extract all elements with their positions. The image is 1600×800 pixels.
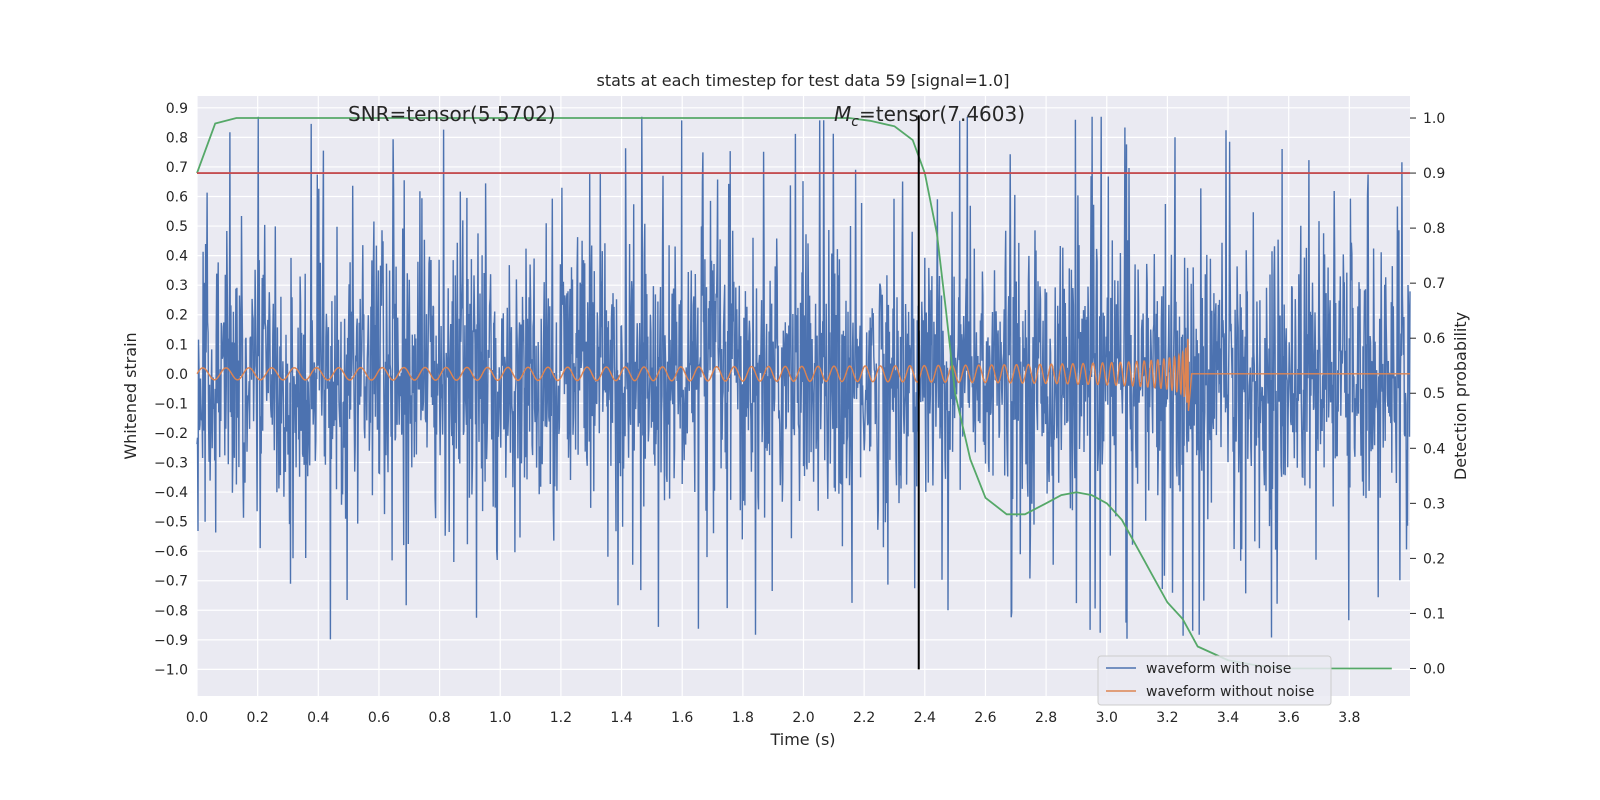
y-axis-ticks: 0.9 0.8 0.7 0.6 0.5 0.4 0.3 0.2 0.1 0.0 −0.1 −0.2 −0…: [154, 101, 188, 679]
x-tick-label: 2.8: [1035, 710, 1057, 726]
y-axis-label: Whitened strain: [121, 332, 140, 459]
legend-label-clean: waveform without noise: [1146, 684, 1314, 700]
y2-tick-label: 0.6: [1423, 331, 1445, 347]
x-tick-label: 2.6: [974, 710, 996, 726]
y2-axis-ticks: 1.0 0.9 0.8 0.7 0.6 0.5 0.4 0.3 0.2 0.1 0.0: [1410, 111, 1445, 677]
y-tick-label: −0.6: [154, 544, 188, 560]
y-tick-label: −0.7: [154, 574, 188, 590]
chart-title: stats at each timestep for test data 59 …: [597, 71, 1010, 90]
clean-waveform-line: [196, 338, 1410, 412]
x-axis-label: Time (s): [769, 730, 835, 749]
noise-series: [196, 116, 1411, 640]
y2-tick-label: 1.0: [1423, 111, 1445, 127]
y-tick-label: 0.9: [166, 101, 188, 117]
chirp-mass-annotation: Mc=tensor(7.4603): [834, 102, 1025, 130]
x-tick-label: 1.6: [671, 710, 693, 726]
x-tick-label: 2.0: [792, 710, 814, 726]
snr-annotation: SNR=tensor(5.5702): [348, 102, 556, 126]
y-tick-label: 0.0: [166, 367, 188, 383]
x-tick-label: 0.4: [307, 710, 329, 726]
y-tick-label: −0.4: [154, 485, 188, 501]
y2-tick-label: 0.3: [1423, 496, 1445, 512]
x-tick-label: 1.2: [550, 710, 572, 726]
legend-box: [1097, 655, 1332, 706]
y-tick-label: −0.2: [154, 426, 188, 442]
x-tick-label: 3.4: [1217, 710, 1239, 726]
noise-waveform-line: [196, 116, 1411, 640]
legend-label-noise: waveform with noise: [1146, 661, 1291, 677]
y2-tick-label: 0.9: [1423, 166, 1445, 182]
x-tick-label: 3.2: [1156, 710, 1178, 726]
y-tick-label: 0.4: [166, 249, 188, 265]
y-tick-label: −0.1: [154, 396, 188, 412]
x-tick-label: 3.6: [1278, 710, 1300, 726]
y2-tick-label: 0.5: [1423, 386, 1445, 402]
x-tick-label: 1.4: [610, 710, 632, 726]
y-tick-label: 0.5: [166, 219, 188, 235]
y2-axis-label: Detection probability: [1451, 312, 1470, 480]
y-tick-label: 0.7: [166, 160, 188, 176]
y2-tick-label: 0.4: [1423, 441, 1445, 457]
y-tick-label: −0.9: [154, 633, 188, 649]
x-axis-ticks: 0.0 0.2 0.4 0.6 0.8 1.0 1.2 1.4 1.6 1.8 2.0 2.2 2.4 2…: [186, 710, 1361, 726]
legend: waveform with noise waveform without noi…: [1097, 655, 1332, 706]
y2-tick-label: 0.7: [1423, 276, 1445, 292]
x-tick-label: 3.0: [1096, 710, 1118, 726]
y-tick-label: 0.3: [166, 278, 188, 294]
y-tick-label: 0.6: [166, 189, 188, 205]
y-tick-label: −0.8: [154, 603, 188, 619]
x-tick-label: 1.8: [732, 710, 754, 726]
y2-tick-label: 0.8: [1423, 221, 1445, 237]
chirp-series: [196, 338, 1410, 412]
x-tick-label: 1.0: [489, 710, 511, 726]
y-tick-label: 0.1: [166, 337, 188, 353]
y2-tick-label: 0.1: [1423, 606, 1445, 622]
reference-lines: [197, 115, 1410, 670]
y-tick-label: 0.8: [166, 130, 188, 146]
y-tick-label: −0.5: [154, 515, 188, 531]
x-tick-label: 3.8: [1338, 710, 1360, 726]
x-tick-label: 0.0: [186, 710, 208, 726]
y-tick-label: −0.3: [154, 456, 188, 472]
x-tick-label: 0.6: [368, 710, 390, 726]
x-tick-label: 2.2: [853, 710, 875, 726]
y-tick-label: −1.0: [154, 662, 188, 678]
y-tick-label: 0.2: [166, 308, 188, 324]
y2-tick-label: 0.0: [1423, 661, 1445, 677]
x-tick-label: 0.2: [247, 710, 269, 726]
x-tick-label: 0.8: [428, 710, 450, 726]
y2-tick-label: 0.2: [1423, 551, 1445, 567]
x-tick-label: 2.4: [914, 710, 936, 726]
